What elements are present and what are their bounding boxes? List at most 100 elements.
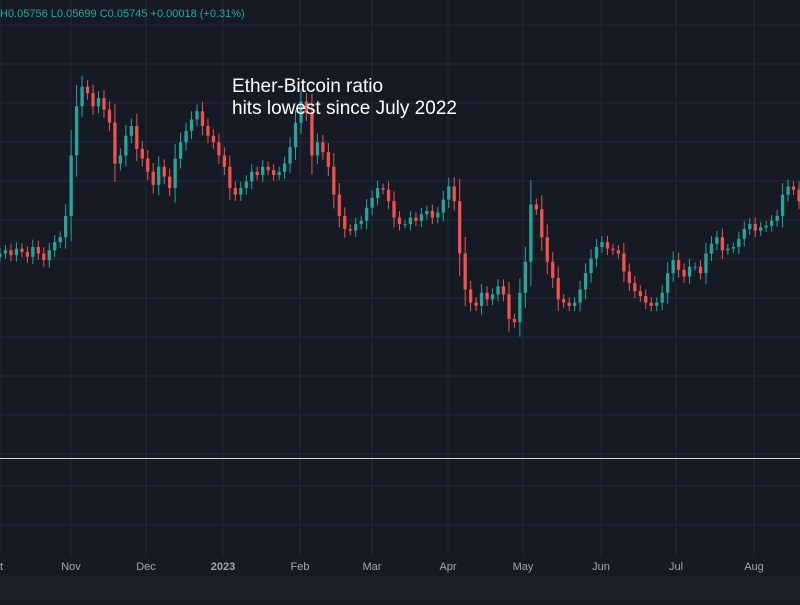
candle-body bbox=[687, 266, 692, 277]
candle-body bbox=[337, 194, 341, 216]
candle-body bbox=[693, 266, 697, 268]
candle-body bbox=[485, 292, 489, 300]
candle-body bbox=[375, 188, 380, 198]
candle-body bbox=[589, 258, 593, 274]
candle-body bbox=[496, 286, 500, 295]
chart-title: Ether-Bitcoin ratio bbox=[232, 76, 384, 97]
candle-body bbox=[529, 204, 533, 262]
candle-body bbox=[600, 242, 604, 247]
candle-body bbox=[447, 186, 451, 200]
candle-body bbox=[430, 211, 434, 218]
ohlc-close: C0.05745 bbox=[99, 8, 148, 20]
candle-body bbox=[47, 250, 51, 261]
candle-body bbox=[315, 142, 320, 156]
candle-body bbox=[53, 242, 57, 251]
candle-body bbox=[562, 299, 566, 303]
candle-body bbox=[288, 147, 292, 164]
candle-body bbox=[791, 186, 796, 190]
candle-body bbox=[31, 246, 35, 257]
candle-body bbox=[354, 224, 358, 231]
candle-body bbox=[737, 238, 741, 247]
candle-body bbox=[392, 201, 396, 218]
candle-body bbox=[173, 158, 177, 189]
candle-body bbox=[14, 248, 19, 256]
candle-body bbox=[436, 212, 440, 218]
candle-body bbox=[458, 201, 462, 254]
candle-body bbox=[20, 248, 24, 252]
candle-body bbox=[370, 197, 374, 208]
x-tick-label: Jul bbox=[669, 561, 683, 573]
candle-body bbox=[129, 125, 133, 136]
candle-body bbox=[239, 188, 243, 195]
candle-body bbox=[425, 211, 429, 215]
candle-body bbox=[452, 186, 456, 202]
candle-body bbox=[666, 273, 670, 293]
candle-body bbox=[611, 248, 615, 251]
candle-body bbox=[726, 248, 730, 251]
candle-body bbox=[759, 227, 763, 231]
candle-body bbox=[261, 166, 265, 176]
candle-body bbox=[244, 181, 248, 189]
candle-body bbox=[660, 292, 664, 303]
chart-headline: Ether-Bitcoin ratio hits lowest since Ju… bbox=[232, 76, 457, 120]
candle-body bbox=[304, 101, 309, 113]
candle-body bbox=[168, 176, 172, 189]
candle-body bbox=[501, 286, 506, 295]
candle-body bbox=[124, 135, 128, 156]
candle-body bbox=[523, 261, 528, 293]
ohlc-low: L0.05699 bbox=[50, 8, 97, 20]
x-tick-label: Nov bbox=[61, 561, 81, 573]
candle-body bbox=[649, 302, 653, 306]
candle-body bbox=[80, 86, 84, 107]
candle-body bbox=[408, 217, 413, 225]
candle-body bbox=[200, 111, 205, 126]
x-tick-label: May bbox=[513, 561, 534, 573]
candle-body bbox=[594, 246, 599, 259]
candle-body bbox=[157, 166, 161, 185]
candle-body bbox=[403, 224, 407, 226]
candle-body bbox=[321, 142, 325, 153]
candle-body bbox=[742, 229, 746, 239]
candle-body bbox=[534, 204, 538, 210]
candle-body bbox=[578, 289, 582, 303]
candle-body bbox=[775, 215, 779, 221]
candle-body bbox=[507, 294, 511, 319]
candle-body bbox=[178, 142, 183, 159]
candle-body bbox=[540, 209, 544, 238]
candle-body bbox=[545, 237, 549, 262]
candle-body bbox=[463, 253, 467, 290]
candle-body bbox=[414, 217, 418, 221]
candle-body bbox=[74, 106, 79, 156]
candle-body bbox=[332, 166, 336, 195]
candle-body bbox=[671, 260, 675, 274]
candle-body bbox=[638, 291, 642, 297]
candle-body bbox=[704, 253, 708, 274]
candle-body bbox=[386, 189, 391, 202]
x-tick-label: Apr bbox=[439, 561, 456, 573]
bottom-toolbar bbox=[0, 576, 800, 600]
candle-body bbox=[211, 135, 216, 143]
candle-body bbox=[655, 302, 659, 306]
candle-body bbox=[572, 302, 577, 306]
candle-body bbox=[715, 237, 719, 244]
candle-body bbox=[780, 194, 785, 216]
candle-body bbox=[605, 242, 610, 249]
candle-body bbox=[250, 171, 254, 182]
candle-body bbox=[633, 282, 637, 292]
ohlc-high: H0.05756 bbox=[0, 8, 48, 20]
candle-body bbox=[85, 86, 90, 94]
x-tick-label: 2023 bbox=[211, 561, 235, 573]
x-tick-label: t bbox=[0, 561, 3, 573]
candle-body bbox=[567, 302, 571, 306]
candle-body bbox=[583, 273, 588, 290]
candle-body bbox=[140, 148, 144, 159]
candle-body bbox=[113, 122, 117, 164]
x-tick-label: Aug bbox=[744, 561, 764, 573]
candle-body bbox=[518, 292, 522, 323]
candle-body bbox=[397, 217, 402, 225]
candle-body bbox=[764, 225, 768, 228]
candle-body bbox=[474, 302, 478, 306]
candle-body bbox=[146, 158, 150, 172]
